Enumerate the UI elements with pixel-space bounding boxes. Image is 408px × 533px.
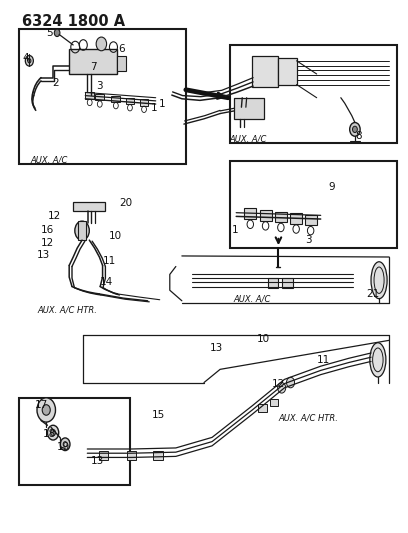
Bar <box>69 49 118 74</box>
Text: 3: 3 <box>305 235 312 245</box>
Circle shape <box>278 383 286 393</box>
Text: 11: 11 <box>317 356 330 366</box>
Bar <box>73 201 105 211</box>
Ellipse shape <box>370 343 386 377</box>
Text: 12: 12 <box>48 212 61 221</box>
Bar <box>268 278 278 288</box>
Circle shape <box>47 425 59 440</box>
Text: AUX. A/C HTR.: AUX. A/C HTR. <box>279 414 339 423</box>
Text: 14: 14 <box>100 277 113 287</box>
Bar <box>275 212 287 222</box>
Circle shape <box>60 438 70 450</box>
Text: 18: 18 <box>42 429 55 439</box>
Circle shape <box>42 405 50 415</box>
Text: 1: 1 <box>232 224 239 235</box>
Circle shape <box>51 430 55 436</box>
Ellipse shape <box>371 262 387 298</box>
Text: AUX. A/C: AUX. A/C <box>30 156 68 165</box>
Text: 4: 4 <box>22 53 29 63</box>
Text: 13: 13 <box>91 456 104 466</box>
Circle shape <box>37 398 55 422</box>
Text: 13: 13 <box>36 250 50 260</box>
Text: AUX. A/C: AUX. A/C <box>234 295 271 304</box>
Circle shape <box>286 377 295 388</box>
Bar <box>153 451 162 459</box>
Bar <box>118 55 126 71</box>
Text: 9: 9 <box>329 182 335 192</box>
Bar <box>19 398 130 486</box>
Text: 5: 5 <box>46 28 52 38</box>
Text: 13: 13 <box>209 343 223 353</box>
Text: 20: 20 <box>119 198 132 208</box>
Circle shape <box>96 37 106 51</box>
Bar <box>78 221 86 240</box>
Text: 12: 12 <box>272 378 285 389</box>
Bar <box>140 99 149 106</box>
Bar <box>19 29 186 164</box>
Text: 21: 21 <box>366 289 380 299</box>
Circle shape <box>350 123 360 136</box>
Circle shape <box>75 221 89 240</box>
Text: 6: 6 <box>118 44 125 54</box>
Text: 1: 1 <box>158 99 165 109</box>
Text: AUX. A/C HTR.: AUX. A/C HTR. <box>37 305 97 314</box>
Bar <box>99 451 108 459</box>
Circle shape <box>28 59 31 63</box>
Bar <box>95 94 104 100</box>
Circle shape <box>54 29 60 37</box>
Text: 10: 10 <box>257 334 270 344</box>
Bar <box>111 95 120 102</box>
Bar <box>127 451 136 459</box>
Bar <box>290 213 302 224</box>
Text: 16: 16 <box>41 224 55 235</box>
Bar <box>282 278 293 288</box>
Text: 11: 11 <box>103 256 116 266</box>
Circle shape <box>25 55 33 66</box>
Text: 17: 17 <box>34 400 48 410</box>
Text: 12: 12 <box>41 238 55 248</box>
Bar <box>230 161 397 248</box>
Text: 3: 3 <box>96 80 103 91</box>
Text: 2: 2 <box>53 78 59 88</box>
Bar <box>258 404 267 411</box>
Circle shape <box>353 126 357 133</box>
Text: 19: 19 <box>57 442 70 452</box>
Text: 8: 8 <box>356 131 362 141</box>
Bar <box>126 98 134 104</box>
Bar <box>278 58 297 85</box>
Bar <box>259 210 272 221</box>
Bar <box>270 399 278 406</box>
Text: 10: 10 <box>109 231 122 241</box>
Bar <box>85 92 94 99</box>
Text: 6324 1800 A: 6324 1800 A <box>22 14 125 29</box>
Bar <box>252 55 278 87</box>
Bar <box>230 45 397 142</box>
Bar <box>305 215 317 225</box>
Bar <box>234 98 264 119</box>
Bar <box>244 208 256 219</box>
Text: 1: 1 <box>151 103 157 114</box>
Text: AUX. A/C: AUX. A/C <box>230 134 267 143</box>
Text: 7: 7 <box>90 62 97 72</box>
Text: 15: 15 <box>152 410 166 420</box>
